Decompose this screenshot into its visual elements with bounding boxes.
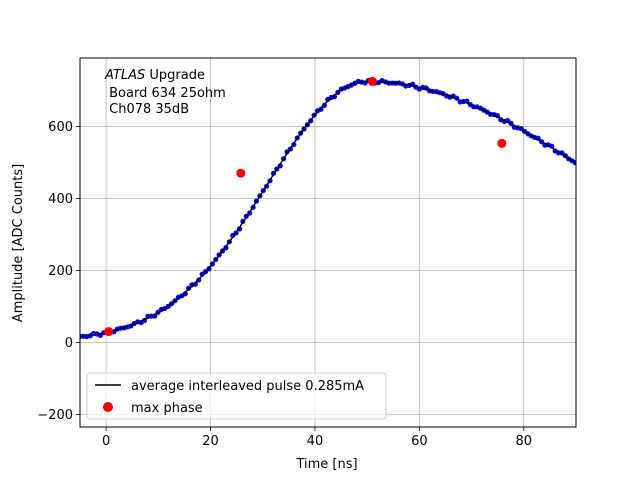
legend-marker-swatch: [103, 402, 113, 412]
annotation-line-3: Ch078 35dB: [105, 102, 189, 117]
plot-frame: [79, 57, 577, 428]
max-phase-point: [104, 327, 114, 337]
axis-ticks: 0 20 40 60 80 −200 0 200 400 600: [37, 120, 532, 449]
annotation: ATLAS Upgrade Board 634 25ohm Ch078 35dB: [104, 68, 226, 117]
x-tick-label: 40: [307, 434, 324, 449]
y-tick-label: 400: [48, 192, 73, 207]
max-phase-points: [104, 76, 507, 337]
legend-box: [86, 372, 387, 420]
annotation-line-2: Board 634 25ohm: [105, 86, 226, 101]
y-tick-label: 600: [48, 120, 73, 135]
annotation-upgrade: Upgrade: [145, 68, 205, 83]
y-tick-label: −200: [37, 408, 73, 423]
y-tick-label: 0: [65, 336, 73, 351]
y-tick-label: 200: [48, 264, 73, 279]
y-axis-label: Amplitude [ADC Counts]: [11, 164, 26, 322]
legend-entry-max-phase: max phase: [131, 401, 203, 416]
x-tick-label: 20: [202, 434, 219, 449]
average-pulse-line: [80, 80, 576, 338]
legend-entry-pulse: average interleaved pulse 0.285mA: [131, 379, 364, 394]
legend: average interleaved pulse 0.285mA max ph…: [86, 372, 387, 420]
sample-point: [182, 291, 188, 297]
annotation-line-1: ATLAS Upgrade: [104, 68, 205, 83]
max-phase-point: [497, 138, 507, 148]
series-line: [80, 80, 576, 338]
x-tick-label: 80: [516, 434, 533, 449]
x-tick-label: 0: [102, 434, 110, 449]
x-axis-label: Time [ns]: [295, 457, 357, 472]
max-phase-point: [367, 76, 377, 86]
sample-point: [318, 106, 324, 112]
annotation-atlas: ATLAS: [104, 68, 145, 83]
max-phase-point: [236, 168, 246, 178]
sample-point: [192, 281, 198, 287]
x-tick-label: 60: [411, 434, 428, 449]
